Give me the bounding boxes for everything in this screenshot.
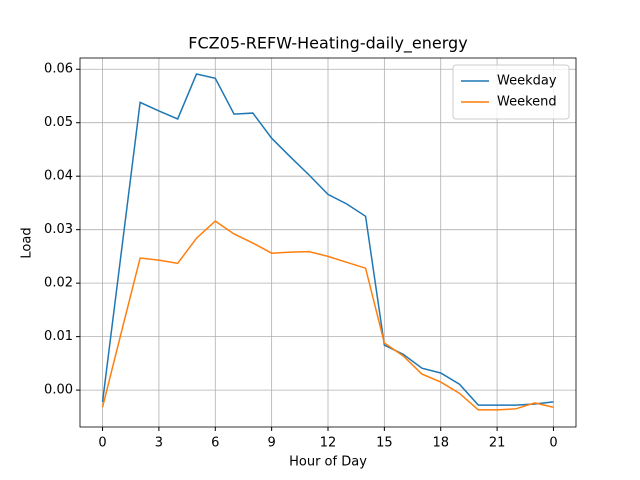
y-tick-label: 0.06 <box>44 62 73 77</box>
x-axis-label: Hour of Day <box>289 455 367 470</box>
legend: Weekday Weekend <box>452 64 570 120</box>
legend-box <box>452 64 570 120</box>
line-series <box>101 73 554 406</box>
x-tick-label: 12 <box>320 436 337 451</box>
x-tick-label: 18 <box>432 436 449 451</box>
y-axis-label: Load <box>20 227 35 258</box>
x-tick-label: 15 <box>376 436 393 451</box>
x-tick-label: 9 <box>267 436 275 451</box>
line-series <box>101 220 554 411</box>
chart-title: FCZ05-REFW-Heating-daily_energy <box>188 34 467 54</box>
y-tick-label: 0.04 <box>44 169 73 184</box>
x-tick-label: 0 <box>549 436 557 451</box>
plot-frame <box>79 57 577 428</box>
x-tick-label: 0 <box>98 436 106 451</box>
legend-label: Weekday <box>497 74 557 89</box>
x-tick-label: 3 <box>155 436 163 451</box>
y-tick-label: 0.01 <box>44 329 73 344</box>
y-tick-label: 0.00 <box>44 383 73 398</box>
legend-label: Weekend <box>497 95 557 110</box>
x-tick-label: 21 <box>489 436 506 451</box>
y-tick-label: 0.03 <box>44 222 73 237</box>
x-tick-label: 6 <box>211 436 219 451</box>
y-tick-label: 0.02 <box>44 276 73 291</box>
y-tick-label: 0.05 <box>44 115 73 130</box>
